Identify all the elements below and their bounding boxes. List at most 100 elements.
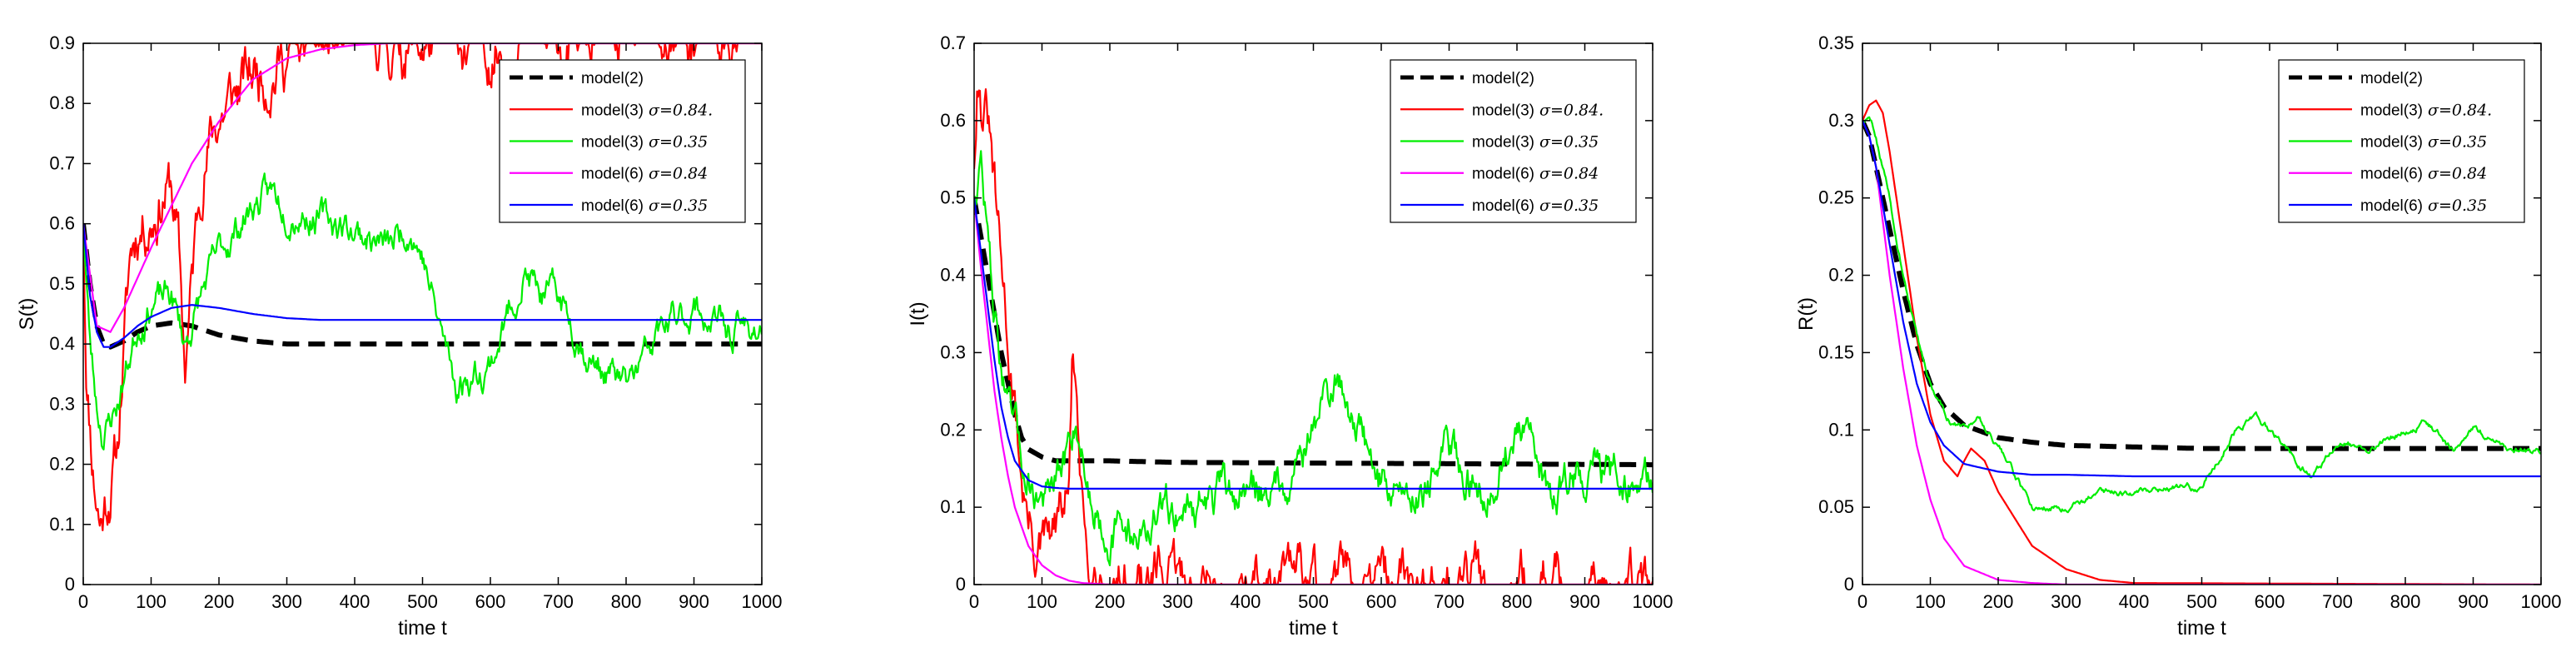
y-tick-label: 0.15 [1818,341,1854,362]
legend-sigma-2: σ=0.35 [2428,133,2487,152]
y-tick-label: 0.2 [49,454,75,475]
x-tick-label: 800 [1502,591,1533,612]
x-tick-label: 500 [2186,591,2217,612]
chart-panel-i: 0 100 200 300 400 500 600 700 800 900 1000 0 0.1 0.2 0… [907,32,1673,640]
x-tick-label: 400 [340,591,370,612]
legend-sigma-2: σ=0.35 [649,133,708,152]
y-tick-label: 0.3 [49,393,75,414]
y-tick-label: 0.9 [49,32,75,53]
x-tick-label: 1000 [2521,591,2562,612]
x-tick-label: 100 [136,591,167,612]
x-axis-label: time t [1289,617,1338,640]
series-line-2 [974,150,1653,567]
series-line-3 [83,43,762,333]
y-tick-label: 0 [1844,574,1854,595]
y-tick-label: 0.05 [1818,496,1854,517]
x-tick-label: 600 [475,591,506,612]
series-group [974,87,1653,585]
series-line-2 [83,172,762,450]
y-tick-label: 0.4 [940,265,966,286]
y-tick-label: 0.8 [49,92,75,113]
x-tick-label: 1000 [742,591,783,612]
y-tick-label: 0.1 [1828,419,1854,440]
y-tick-label: 0.7 [940,32,966,53]
series-line-4 [1862,120,2541,478]
x-tick-label: 900 [1569,591,1600,612]
x-tick-label: 900 [679,591,709,612]
legend-sigma-2: σ=0.35 [1539,133,1599,152]
series-line-0 [1862,119,2541,451]
x-tick-label: 600 [1366,591,1397,612]
series-line-2 [1862,116,2541,514]
x-tick-label: 500 [407,591,438,612]
legend-label-0: model(2) [2360,70,2423,87]
legend-sigma-1: σ=0.84. [649,101,713,119]
x-tick-label: 0 [969,591,979,612]
x-axis-label: time t [398,617,447,640]
x-tick-label: 700 [543,591,574,612]
series-group [83,43,762,532]
series-line-1 [83,43,762,532]
y-axis-label: I(t) [907,301,929,326]
legend-sigma-1: σ=0.84. [1539,101,1604,119]
y-tick-label: 0.2 [1828,265,1854,286]
legend-label-3: model(6) σ=0.84 [2360,165,2487,183]
x-tick-label: 400 [2119,591,2150,612]
x-tick-label: 100 [1027,591,1057,612]
legend-label-0: model(2) [1472,70,1534,87]
series-line-1 [974,87,1653,585]
x-tick-label: 700 [1434,591,1465,612]
legend-sigma-3: σ=0.84 [1539,165,1599,183]
legend-sigma-1: σ=0.84. [2428,101,2492,119]
legend: model(2)model(3) σ=0.84.model(3) σ=0.35mod… [499,59,746,223]
y-axis-label: S(t) [16,298,38,331]
y-tick-label: 0.25 [1818,187,1854,208]
x-tick-label: 900 [2458,591,2489,612]
y-tick-label: 0.3 [1828,110,1854,131]
x-tick-label: 200 [1095,591,1126,612]
x-tick-label: 200 [1983,591,2014,612]
x-tick-label: 300 [2051,591,2081,612]
x-tick-label: 0 [78,591,88,612]
series-line-4 [83,223,762,348]
series-line-3 [1862,120,2541,585]
x-tick-label: 800 [611,591,642,612]
chart-panel-r: 0 100 200 300 400 500 600 700 800 900 1000 0 0.05 0.1… [1795,32,2561,640]
x-tick-label: 500 [1298,591,1329,612]
y-tick-label: 0.5 [940,187,966,208]
y-tick-label: 0.1 [49,514,75,535]
legend-sigma-3: σ=0.84 [649,165,708,183]
y-axis-label: R(t) [1795,297,1818,331]
y-tick-label: 0 [956,574,966,595]
y-tick-label: 0.4 [49,333,75,354]
legend: model(2)model(3) σ=0.84.model(3) σ=0.35mod… [2278,59,2525,223]
y-tick-label: 0.6 [940,110,966,131]
series-line-3 [974,197,1653,585]
y-tick-label: 0 [65,574,75,595]
x-tick-label: 100 [1915,591,1946,612]
x-tick-label: 1000 [1633,591,1673,612]
legend-sigma-4: σ=0.35 [2428,197,2487,215]
y-tick-label: 0.1 [940,496,966,517]
legend-sigma-4: σ=0.35 [1539,197,1599,215]
x-tick-label: 400 [1231,591,1261,612]
x-axis-label: time t [2177,617,2226,640]
chart-panel-s: 0 100 200 300 400 500 600 700 800 900 1000 0 0.1 0.2 0… [16,32,782,640]
x-tick-label: 0 [1857,591,1867,612]
series-line-4 [974,197,1653,490]
x-tick-label: 700 [2322,591,2353,612]
y-tick-label: 0.2 [940,419,966,440]
x-tick-label: 300 [1162,591,1193,612]
x-tick-label: 800 [2390,591,2421,612]
legend-label-0: model(2) [581,70,644,87]
series-line-0 [974,197,1653,468]
x-tick-label: 600 [2255,591,2285,612]
y-tick-label: 0.6 [49,213,75,234]
y-tick-label: 0.3 [940,341,966,362]
y-tick-label: 0.7 [49,152,75,173]
legend-sigma-4: σ=0.35 [649,197,708,215]
series-line-0 [83,223,762,350]
legend-sigma-3: σ=0.84 [2428,165,2487,183]
legend: model(2)model(3) σ=0.84.model(3) σ=0.35mod… [1390,59,1637,223]
